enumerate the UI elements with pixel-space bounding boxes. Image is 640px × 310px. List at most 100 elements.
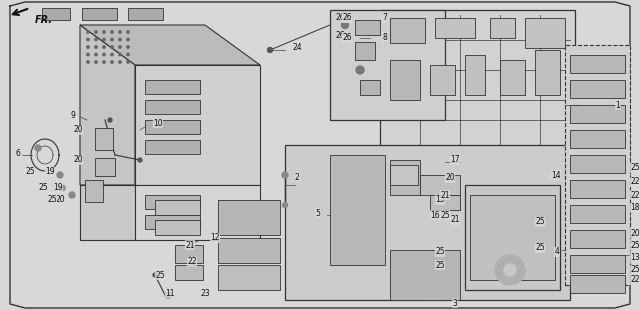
Bar: [85, 180, 103, 202]
Bar: [360, 80, 380, 95]
Text: 9: 9: [70, 110, 76, 119]
Text: 3: 3: [452, 299, 458, 308]
Bar: [95, 128, 113, 150]
Polygon shape: [80, 185, 135, 240]
Text: 7: 7: [383, 14, 387, 23]
Text: 23: 23: [200, 289, 210, 298]
Text: 17: 17: [450, 156, 460, 165]
Bar: [470, 195, 555, 280]
Text: 25: 25: [435, 260, 445, 269]
Circle shape: [119, 46, 121, 48]
Polygon shape: [135, 185, 260, 240]
Text: 19: 19: [53, 184, 63, 193]
Circle shape: [95, 46, 97, 48]
Bar: [95, 158, 115, 176]
Circle shape: [87, 38, 89, 41]
Text: 20: 20: [73, 156, 83, 165]
Text: 26: 26: [342, 33, 352, 42]
Text: 25: 25: [440, 210, 450, 219]
Bar: [435, 18, 475, 38]
Bar: [570, 130, 625, 148]
Text: 25: 25: [342, 14, 352, 23]
Circle shape: [95, 53, 97, 56]
Bar: [175, 265, 203, 280]
Text: 20: 20: [55, 196, 65, 205]
Text: 18: 18: [630, 203, 640, 212]
Bar: [390, 165, 418, 185]
Polygon shape: [80, 25, 135, 185]
Bar: [330, 155, 385, 265]
Circle shape: [504, 264, 516, 276]
Polygon shape: [80, 25, 260, 65]
Bar: [465, 55, 485, 95]
Text: 20: 20: [445, 174, 455, 183]
Text: 20: 20: [630, 228, 640, 237]
Circle shape: [57, 172, 63, 178]
Bar: [570, 230, 625, 248]
Text: 25: 25: [155, 271, 165, 280]
Bar: [82, 8, 117, 20]
Bar: [175, 245, 203, 263]
Bar: [218, 265, 280, 290]
Bar: [570, 255, 625, 273]
Bar: [570, 180, 625, 198]
Bar: [145, 215, 200, 229]
Text: 16: 16: [430, 210, 440, 219]
Text: 25: 25: [630, 265, 640, 274]
Circle shape: [95, 31, 97, 33]
Bar: [145, 140, 200, 154]
Bar: [145, 195, 200, 209]
Text: 26: 26: [335, 14, 345, 23]
Text: 14: 14: [551, 170, 561, 179]
Bar: [218, 238, 280, 263]
Text: 5: 5: [316, 209, 321, 218]
Text: 22: 22: [630, 178, 640, 187]
Text: 6: 6: [15, 148, 20, 157]
Circle shape: [342, 21, 349, 29]
Circle shape: [87, 61, 89, 63]
Text: 1: 1: [616, 100, 620, 109]
Circle shape: [108, 118, 112, 122]
Circle shape: [282, 172, 288, 178]
Bar: [390, 160, 420, 195]
Text: 25: 25: [435, 247, 445, 256]
Text: 21: 21: [451, 215, 460, 224]
Text: 25: 25: [535, 218, 545, 227]
Bar: [525, 18, 565, 48]
Bar: [390, 18, 425, 43]
Bar: [390, 60, 420, 100]
Circle shape: [356, 66, 364, 74]
Text: 21: 21: [185, 241, 195, 250]
Bar: [42, 8, 70, 20]
Bar: [430, 65, 455, 95]
Bar: [430, 195, 460, 210]
Circle shape: [87, 53, 89, 56]
Bar: [465, 185, 560, 290]
Bar: [145, 120, 200, 134]
Circle shape: [342, 38, 348, 42]
Circle shape: [153, 273, 157, 277]
Text: 25: 25: [25, 167, 35, 176]
Text: 11: 11: [165, 289, 175, 298]
Bar: [570, 155, 625, 173]
Circle shape: [103, 38, 105, 41]
Circle shape: [111, 46, 113, 48]
Text: 25: 25: [47, 196, 57, 205]
Bar: [500, 60, 525, 95]
Circle shape: [111, 61, 113, 63]
Circle shape: [103, 53, 105, 56]
Circle shape: [111, 38, 113, 41]
Text: 25: 25: [38, 184, 48, 193]
Circle shape: [95, 61, 97, 63]
Text: 15: 15: [435, 196, 445, 205]
Circle shape: [119, 53, 121, 56]
Text: 25: 25: [342, 33, 352, 42]
Bar: [155, 220, 200, 235]
Bar: [285, 145, 570, 300]
Circle shape: [111, 53, 113, 56]
Circle shape: [103, 31, 105, 33]
Text: 22: 22: [630, 191, 640, 200]
Circle shape: [282, 202, 287, 207]
Text: 26: 26: [342, 14, 352, 23]
Bar: [570, 275, 625, 293]
